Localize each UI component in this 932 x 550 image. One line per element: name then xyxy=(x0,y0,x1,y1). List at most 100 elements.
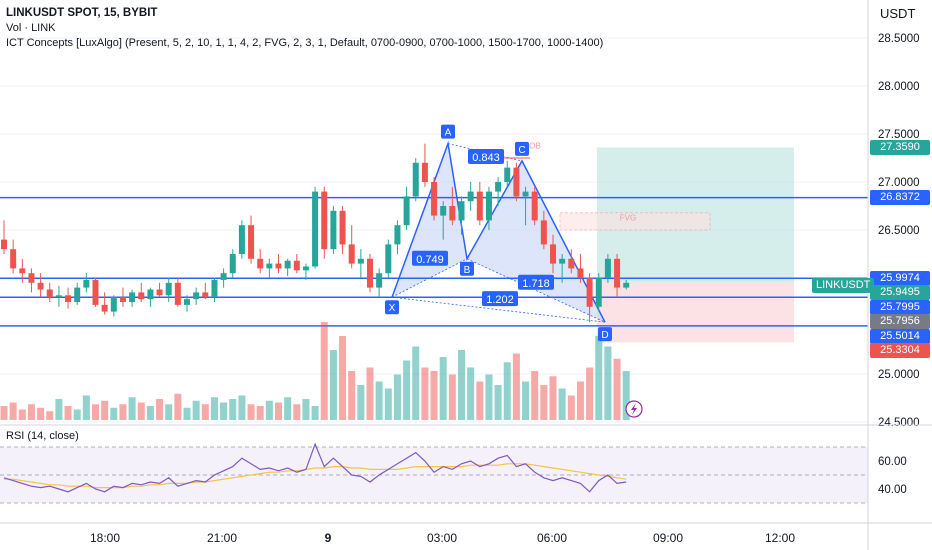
candle-body xyxy=(202,292,209,298)
volume-bar xyxy=(92,404,99,420)
volume-bar xyxy=(339,336,347,420)
price-tag: 25.7956 xyxy=(870,314,930,330)
candle-body xyxy=(513,167,520,197)
volume-bar xyxy=(366,367,374,420)
candle-body xyxy=(467,191,474,202)
candle-body xyxy=(119,297,126,302)
candle-body xyxy=(339,210,346,245)
volume-bar xyxy=(46,411,54,420)
candle-body xyxy=(83,279,90,288)
volume-bar xyxy=(384,388,392,420)
candle-body xyxy=(440,206,447,216)
pattern-ratio-badge xyxy=(412,250,448,266)
volume-bar xyxy=(512,353,520,420)
candle-body xyxy=(485,191,492,221)
candle-body xyxy=(449,206,456,221)
volume-bar xyxy=(210,397,218,420)
volume-bar xyxy=(110,407,118,420)
chart-legend: LINKUSDT SPOT, 15, BYBIT Vol · LINK ICT … xyxy=(6,6,603,51)
candle-body xyxy=(330,210,337,250)
volume-bar xyxy=(549,376,557,420)
candle-body xyxy=(275,263,282,269)
volume-bar xyxy=(247,404,255,420)
candle-body xyxy=(229,254,236,274)
candle-body xyxy=(312,191,319,267)
pattern-ratio-label: 1.718 xyxy=(522,278,550,290)
volume-bar xyxy=(531,371,539,420)
candle-body xyxy=(385,244,392,274)
candle-body xyxy=(147,289,154,300)
volume-bar xyxy=(55,399,63,420)
symbol-title[interactable]: LINKUSDT SPOT, 15, BYBIT xyxy=(6,7,158,19)
harmonic-pattern xyxy=(391,140,606,323)
volume-bar xyxy=(256,406,264,420)
candle-body xyxy=(321,191,328,250)
volume-bar xyxy=(467,367,475,420)
indicator-legend[interactable]: ICT Concepts [LuxAlgo] (Present, 5, 2, 1… xyxy=(6,37,604,49)
pattern-point-label: X xyxy=(389,303,396,314)
volume-bar xyxy=(238,395,246,420)
volume-bar xyxy=(595,336,603,420)
pattern-point-label: A xyxy=(445,128,452,139)
volume-bar xyxy=(183,407,191,420)
volume-bar xyxy=(220,402,228,420)
candle-body xyxy=(65,295,72,302)
candle-body xyxy=(46,289,53,298)
candle-body xyxy=(19,268,26,274)
candle-body xyxy=(110,297,117,312)
candle-body xyxy=(403,196,410,226)
rsi-line xyxy=(3,442,627,493)
candle-body xyxy=(165,282,172,296)
volume-bar xyxy=(412,346,420,420)
volume-bar xyxy=(192,400,200,420)
volume-bar xyxy=(522,381,530,420)
volume-legend[interactable]: Vol · LINK xyxy=(6,22,56,34)
pattern-bcd xyxy=(467,160,605,323)
pattern-point-label: D xyxy=(601,330,608,341)
pattern-point-d xyxy=(598,327,612,342)
volume-bar xyxy=(82,395,90,420)
candle-body xyxy=(357,258,364,264)
volume-bar xyxy=(329,350,337,420)
candle-body xyxy=(211,279,218,298)
volume-bar xyxy=(18,409,26,420)
volume-bar xyxy=(174,393,182,420)
volume-bar xyxy=(403,360,411,420)
rsi-legend[interactable]: RSI (14, close) xyxy=(6,430,79,442)
annotation-ob: OB xyxy=(529,141,541,150)
volume-bar xyxy=(494,385,502,420)
price-tick: 28.5000 xyxy=(878,33,920,45)
volume-bar xyxy=(37,407,45,420)
volume-bar xyxy=(540,385,548,420)
time-label: 18:00 xyxy=(90,531,120,545)
volume-bar xyxy=(458,350,465,420)
volume-bar xyxy=(421,367,429,420)
volume-bar xyxy=(430,371,438,420)
candle-body xyxy=(586,278,593,307)
candle-body xyxy=(431,182,438,216)
candle-body xyxy=(129,292,136,302)
candles xyxy=(1,143,630,323)
rsi-tick: 40.00 xyxy=(878,484,907,496)
volume-bar xyxy=(448,374,456,420)
price-tick: 28.0000 xyxy=(878,81,920,93)
candle-body xyxy=(458,201,465,221)
candle-body xyxy=(248,225,255,259)
candle-body xyxy=(156,289,163,296)
currency-label[interactable]: USDT xyxy=(880,6,916,21)
pattern-point-label: C xyxy=(518,145,525,156)
volume-bar xyxy=(375,381,383,420)
candle-body xyxy=(10,249,17,269)
candle-body xyxy=(394,225,401,245)
candle-body xyxy=(92,279,99,305)
volume-bar xyxy=(9,402,17,420)
time-label: 9 xyxy=(325,531,332,545)
volume-bar xyxy=(201,404,209,420)
candle-body xyxy=(376,273,383,288)
candle-body xyxy=(55,295,62,298)
volume-bar xyxy=(265,400,273,420)
volume-bar xyxy=(393,374,401,420)
candle-body xyxy=(220,273,227,280)
